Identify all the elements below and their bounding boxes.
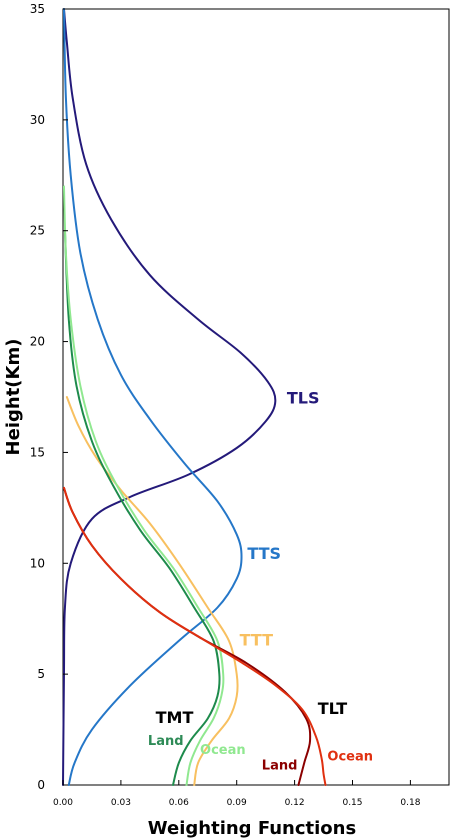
- annotation-label: Ocean: [200, 743, 246, 758]
- series-layer: [62, 8, 327, 786]
- annotation-label: TLS: [287, 389, 320, 408]
- x-tick-label: 0.06: [169, 798, 189, 808]
- annotation-label: TTS: [247, 544, 281, 563]
- plot-frame: [62, 8, 450, 786]
- y-axis-label: Height(Km): [3, 339, 24, 456]
- series-line-tlt-ocean: [62, 486, 327, 786]
- annotation-label: Land: [148, 734, 184, 749]
- y-tick-label: 15: [30, 445, 45, 459]
- y-tick-label: 0: [37, 778, 45, 792]
- series-line-tmt-ocean: [62, 185, 225, 786]
- annotation-label: Land: [262, 758, 298, 773]
- annotation-label: TTT: [240, 630, 274, 649]
- series-line-tts: [62, 8, 243, 786]
- annotation-label: TMT: [156, 708, 194, 727]
- x-tick-label: 0.12: [285, 798, 305, 808]
- y-tick-label: 5: [37, 667, 45, 681]
- y-tick-label: 30: [30, 113, 45, 127]
- series-line-tls: [62, 8, 277, 786]
- x-tick-label: 0.03: [111, 798, 131, 808]
- x-tick-label: 0.09: [227, 798, 247, 808]
- x-tick-label: 0.18: [400, 798, 420, 808]
- annotation-label: TLT: [318, 699, 347, 718]
- x-axis-label: Weighting Functions: [148, 818, 356, 839]
- series-line-ttt: [65, 396, 239, 786]
- series-line-tmt-land: [63, 229, 221, 786]
- y-tick-label: 20: [30, 335, 45, 349]
- annotations: TLS TTS TTT TMT Land Ocean TLT Land Ocean: [148, 389, 373, 774]
- y-tick-label: 35: [30, 2, 45, 16]
- x-tick-label: 0.00: [53, 798, 73, 808]
- x-tick-label: 0.15: [342, 798, 362, 808]
- annotation-label: Ocean: [327, 750, 373, 765]
- y-tick-label: 10: [30, 556, 45, 570]
- y-tick-label: 25: [30, 224, 45, 238]
- y-axis-ticks: 0 5 10 15 20 25 30 35: [30, 2, 68, 792]
- series-line-tlt-land: [62, 486, 312, 786]
- x-axis-ticks: 0.00 0.03 0.06 0.09 0.12 0.15 0.18: [53, 780, 421, 808]
